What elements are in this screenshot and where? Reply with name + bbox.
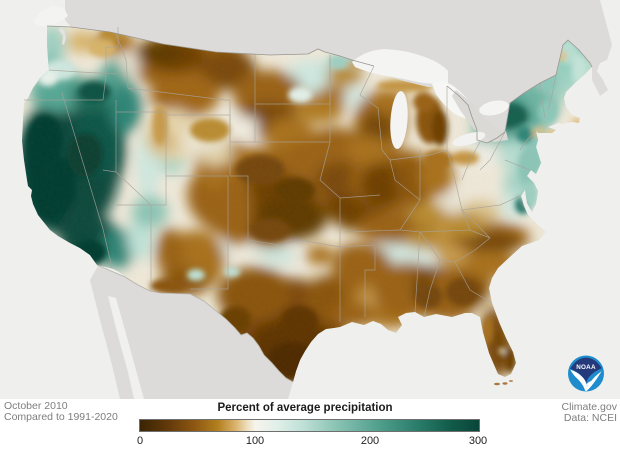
svg-text:NOAA: NOAA xyxy=(576,364,596,371)
